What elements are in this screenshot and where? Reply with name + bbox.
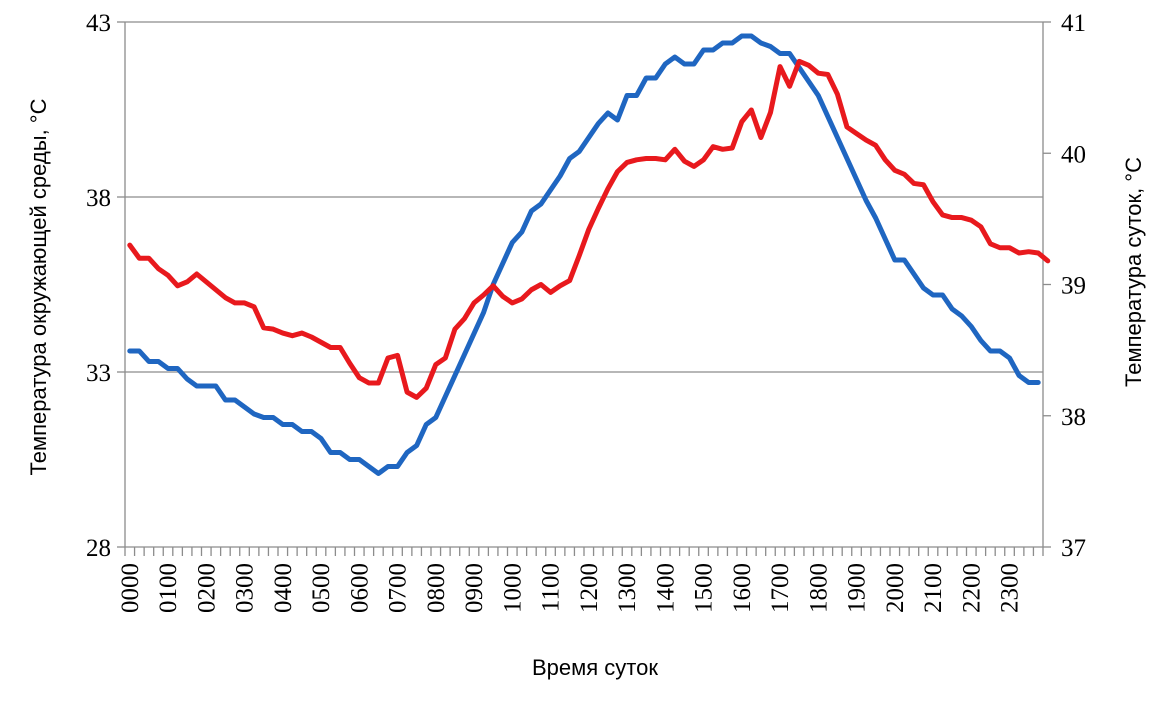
series-line-right-axis	[127, 58, 1051, 400]
series-line-left-axis	[127, 33, 1041, 476]
x-tick-label: 0100	[155, 563, 182, 613]
right-tick-label: 38	[1061, 404, 1086, 431]
left-tick-label: 43	[86, 10, 111, 37]
x-tick-label: 0300	[232, 563, 259, 613]
horizontal-gridlines	[125, 21, 1043, 373]
right-tick-label: 39	[1061, 273, 1086, 300]
left-tick-label: 33	[86, 360, 111, 387]
x-tick-label: 0200	[193, 563, 220, 613]
x-tick-label: 0400	[270, 563, 297, 613]
x-tick-label: 2200	[958, 563, 985, 613]
x-tick-label: 2100	[920, 563, 947, 613]
x-axis-ticks: 0000 0100 0200 0300 0400 0500 0600 0700 0800 0900…	[117, 547, 1044, 613]
x-tick-label: 0500	[308, 563, 335, 613]
right-tick-label: 40	[1061, 141, 1086, 168]
x-tick-label: 0800	[423, 563, 450, 613]
x-tick-label: 1200	[576, 563, 603, 613]
x-tick-label: 1100	[538, 563, 565, 612]
x-tick-label: 1000	[499, 563, 526, 613]
x-tick-label: 1400	[652, 563, 679, 613]
x-tick-label: 0900	[461, 563, 488, 613]
x-tick-label: 1800	[805, 563, 832, 613]
right-y-axis-ticks: 37 38 39 40 41	[1043, 10, 1086, 562]
x-tick-label: 1500	[691, 563, 718, 613]
right-axis-title: Температура суток, °С	[1121, 157, 1146, 387]
left-y-axis-ticks: 28 33 38 43	[86, 10, 125, 562]
left-tick-label: 28	[86, 535, 111, 562]
x-tick-label: 2300	[997, 563, 1024, 613]
left-axis-title: Температура окружающей среды, °С	[26, 98, 51, 475]
x-tick-label: 1300	[614, 563, 641, 613]
x-axis-title: Время суток	[532, 655, 658, 680]
x-tick-label: 0700	[385, 563, 412, 613]
axes	[124, 22, 1044, 548]
series-layer	[127, 33, 1051, 476]
x-tick-label: 0600	[346, 563, 373, 613]
x-tick-label: 1700	[767, 563, 794, 613]
right-tick-label: 41	[1061, 10, 1086, 37]
left-tick-label: 38	[86, 185, 111, 212]
x-tick-label: 2000	[882, 563, 909, 613]
x-tick-label: 0000	[117, 563, 144, 613]
x-tick-label: 1900	[844, 563, 871, 613]
x-tick-label: 1600	[729, 563, 756, 613]
right-tick-label: 37	[1061, 535, 1086, 562]
